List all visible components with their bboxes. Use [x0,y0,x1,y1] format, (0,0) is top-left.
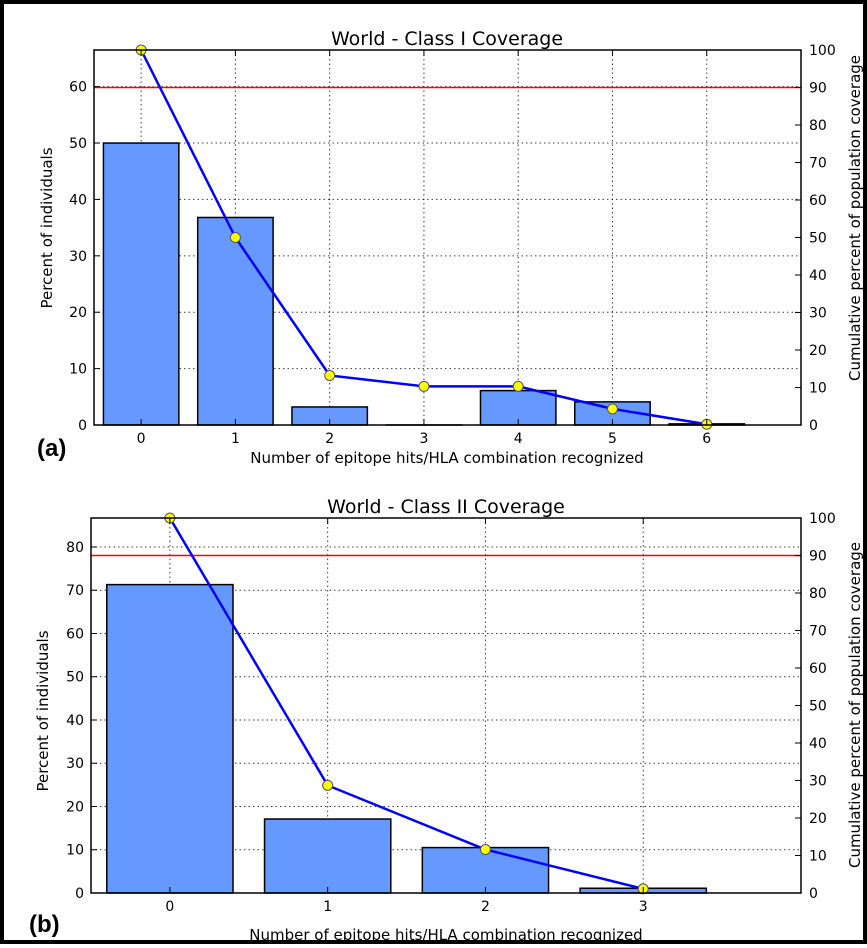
y-tick-label-right: 100 [809,511,836,527]
bar [198,217,273,425]
cumulative-point [323,780,333,790]
y-axis-label-right: Cumulative percent of population coverag… [846,55,863,381]
y-axis-label-right: Cumulative percent of population coverag… [846,542,863,868]
y-tick-label-left: 10 [69,362,87,378]
chart-title: World - Class II Coverage [327,496,565,518]
x-tick-label: 2 [481,899,490,915]
y-tick-label-right: 70 [809,624,827,640]
panel-label: (a) [37,435,66,462]
chart-class-ii-coverage: World - Class II Coverage Percent of ind… [4,468,863,948]
cumulative-point [230,233,240,243]
y-tick-label-right: 70 [809,156,827,172]
y-tick-label-right: 60 [809,661,827,677]
y-tick-label-left: 40 [69,192,87,208]
y-tick-label-left: 0 [78,418,87,434]
x-tick-label: 3 [639,899,648,915]
y-tick-label-left: 70 [66,583,84,599]
x-tick-label: 2 [325,431,334,447]
panel-label: (b) [29,911,60,938]
y-tick-label-right: 0 [809,418,818,434]
y-tick-label-right: 50 [809,699,827,715]
x-tick-label: 0 [165,899,174,915]
y-tick-label-left: 60 [66,626,84,642]
y-tick-label-right: 0 [809,886,818,902]
y-tick-label-left: 20 [69,305,87,321]
y-tick-label-right: 20 [809,343,827,359]
y-tick-label-right: 10 [809,381,827,397]
y-tick-label-right: 80 [809,586,827,602]
x-tick-label: 3 [419,431,428,447]
x-tick-label: 6 [702,431,711,447]
x-tick-label: 0 [137,431,146,447]
x-axis-label: Number of epitope hits/HLA combination r… [249,926,642,944]
x-axis-label: Number of epitope hits/HLA combination r… [250,449,643,467]
y-tick-label-right: 10 [809,849,827,865]
y-tick-label-left: 20 [66,799,84,815]
cumulative-point [607,404,617,414]
plot-area [94,45,801,429]
y-tick-label-left: 80 [66,540,84,556]
y-tick-label-right: 20 [809,811,827,827]
cumulative-point [480,845,490,855]
y-tick-label-right: 30 [809,306,827,322]
y-axis-label-left: Percent of individuals [34,630,52,791]
plot-area [91,513,801,894]
y-tick-label-right: 50 [809,231,827,247]
y-tick-label-right: 100 [809,43,836,59]
y-axis-label-left: Percent of individuals [38,147,56,308]
y-tick-label-right: 60 [809,193,827,209]
y-tick-label-right: 40 [809,268,827,284]
x-tick-label: 1 [323,899,332,915]
y-tick-label-left: 60 [69,80,87,96]
y-tick-label-right: 80 [809,118,827,134]
y-tick-label-left: 50 [66,670,84,686]
x-tick-label: 1 [231,431,240,447]
cumulative-line [170,518,643,889]
y-tick-label-right: 90 [809,81,827,97]
bar [107,585,233,893]
y-tick-label-left: 40 [66,713,84,729]
y-tick-label-left: 30 [69,249,87,265]
y-tick-label-left: 0 [75,886,84,902]
bar [265,819,391,893]
y-tick-label-right: 40 [809,736,827,752]
y-tick-label-left: 10 [66,843,84,859]
bar [103,143,178,425]
cumulative-point [513,381,523,391]
chart-title: World - Class I Coverage [331,28,563,50]
x-tick-label: 4 [514,431,523,447]
y-tick-label-right: 30 [809,774,827,790]
y-tick-label-right: 90 [809,549,827,565]
y-tick-label-left: 50 [69,136,87,152]
cumulative-point [419,381,429,391]
chart-class-i-coverage: World - Class I Coverage Percent of indi… [4,4,863,468]
y-tick-label-left: 30 [66,756,84,772]
x-tick-label: 5 [608,431,617,447]
cumulative-point [325,371,335,381]
